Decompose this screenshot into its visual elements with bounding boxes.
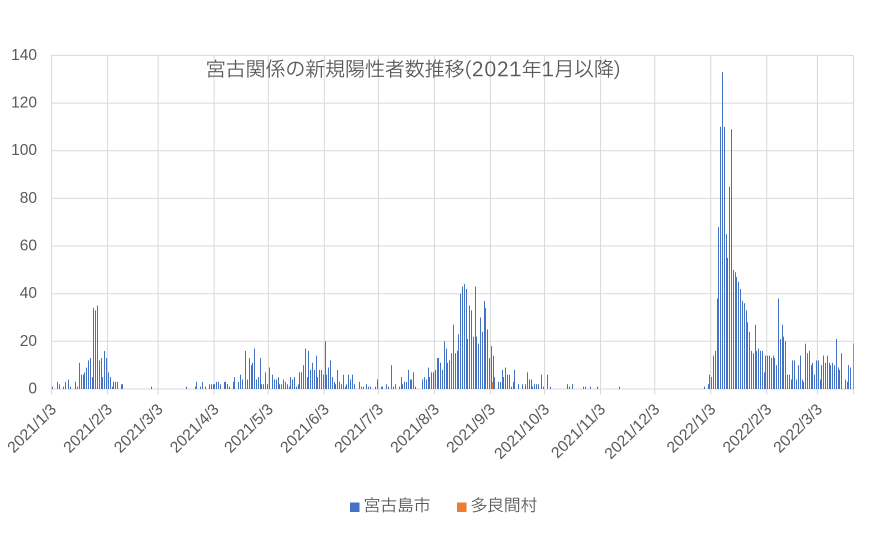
svg-text:140: 140 <box>11 47 37 64</box>
svg-text:0: 0 <box>28 381 37 398</box>
svg-text:100: 100 <box>11 142 37 159</box>
svg-text:20: 20 <box>20 333 38 350</box>
svg-text:40: 40 <box>20 285 38 302</box>
svg-text:80: 80 <box>20 190 38 207</box>
svg-text:120: 120 <box>11 95 37 112</box>
svg-text:60: 60 <box>20 238 38 255</box>
